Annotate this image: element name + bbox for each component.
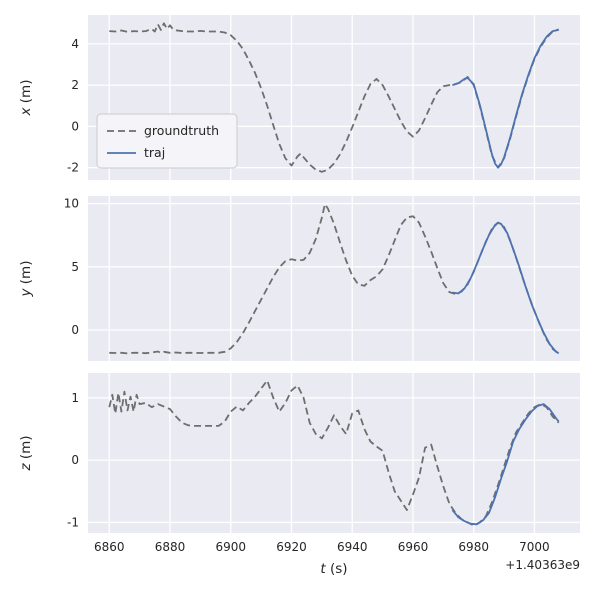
y-tick-label: 4 bbox=[71, 37, 79, 51]
subplot-z: -1 0 1 z (m) bbox=[18, 373, 580, 533]
x-tick-label: 6920 bbox=[276, 540, 307, 554]
y-tick-label: 10 bbox=[64, 197, 79, 211]
series-traj-line bbox=[452, 29, 559, 169]
axes-background bbox=[88, 373, 580, 533]
y-tick-label: 1 bbox=[71, 391, 79, 405]
legend-label-groundtruth: groundtruth bbox=[144, 123, 219, 138]
x-tick-label: 6900 bbox=[215, 540, 246, 554]
legend: groundtruth traj bbox=[96, 113, 238, 169]
x-tick-label: 7000 bbox=[519, 540, 550, 554]
y-axis-label: y (m) bbox=[18, 261, 34, 298]
series-traj-line bbox=[452, 221, 560, 355]
y-tick-label: -2 bbox=[67, 161, 79, 175]
axes-background bbox=[88, 196, 580, 361]
x-tick-label: 6980 bbox=[458, 540, 489, 554]
x-tick-label: 6860 bbox=[94, 540, 125, 554]
legend-label-traj: traj bbox=[144, 145, 165, 160]
x-tick-label: 6940 bbox=[337, 540, 368, 554]
legend-frame bbox=[96, 113, 238, 169]
y-tick-label: -1 bbox=[67, 515, 79, 529]
y-axis-label: z (m) bbox=[18, 435, 34, 471]
series-traj-line bbox=[451, 403, 560, 526]
y-tick-label: 0 bbox=[71, 453, 79, 467]
x-axis-offset-text: +1.40363e9 bbox=[505, 558, 580, 572]
y-tick-label: 0 bbox=[71, 323, 79, 337]
x-tick-label: 6880 bbox=[155, 540, 186, 554]
x-axis-label: t (s) bbox=[320, 561, 347, 577]
subplot-y: 0 5 10 y (m) bbox=[18, 196, 580, 361]
x-tick-label: 6960 bbox=[398, 540, 429, 554]
y-tick-label: 5 bbox=[71, 260, 79, 274]
y-axis-label: x (m) bbox=[18, 80, 34, 117]
y-tick-label: 2 bbox=[71, 78, 79, 92]
y-tick-label: 0 bbox=[71, 119, 79, 133]
